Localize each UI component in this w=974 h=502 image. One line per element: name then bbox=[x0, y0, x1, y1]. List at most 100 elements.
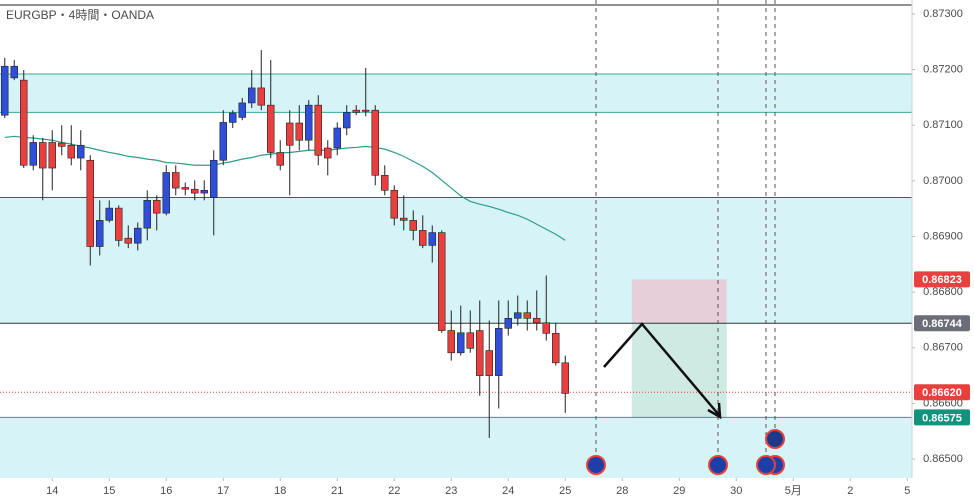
candle-body bbox=[343, 112, 351, 129]
price-tag-label: 0.86575 bbox=[922, 412, 962, 424]
candle-body bbox=[409, 220, 417, 231]
candle-body bbox=[533, 317, 541, 324]
event-icon[interactable] bbox=[765, 429, 785, 449]
candle-body bbox=[371, 109, 379, 176]
x-tick-label: 24 bbox=[502, 485, 514, 497]
candle-body bbox=[10, 65, 18, 79]
stop-zone bbox=[631, 279, 727, 324]
y-tick-label: 0.86500 bbox=[923, 453, 963, 465]
x-tick-label: 21 bbox=[331, 485, 343, 497]
x-tick-label: 14 bbox=[46, 485, 58, 497]
x-tick-label: 5 bbox=[904, 485, 910, 497]
candle-body bbox=[200, 190, 208, 194]
event-icon[interactable] bbox=[756, 455, 776, 475]
y-tick-label: 0.86600 bbox=[923, 397, 963, 409]
candle-body bbox=[248, 87, 256, 104]
event-icon[interactable] bbox=[708, 455, 728, 475]
event-lines bbox=[595, 0, 776, 460]
y-tick-label: 0.86700 bbox=[923, 342, 963, 354]
candle-body bbox=[1, 65, 9, 116]
event-icon[interactable] bbox=[586, 455, 606, 475]
candle-body bbox=[457, 332, 465, 354]
candle-body bbox=[191, 188, 199, 194]
x-tick-label: 23 bbox=[445, 485, 457, 497]
candle-body bbox=[295, 122, 303, 141]
candle-body bbox=[276, 152, 284, 166]
candle-body bbox=[286, 122, 294, 146]
x-tick-label: 15 bbox=[103, 485, 115, 497]
candle-body bbox=[390, 190, 398, 219]
candle-body bbox=[67, 144, 75, 159]
price-tag bbox=[914, 315, 970, 332]
price-tag bbox=[914, 409, 970, 426]
candle-body bbox=[333, 127, 341, 149]
zone bbox=[0, 197, 912, 324]
candle-body bbox=[552, 333, 560, 364]
y-tick-label: 0.86900 bbox=[923, 230, 963, 242]
price-tag-label: 0.86744 bbox=[922, 318, 963, 330]
levels bbox=[0, 73, 912, 418]
position bbox=[631, 279, 727, 418]
candle-body bbox=[210, 159, 218, 198]
chart-title: EURGBP・4時間・OANDA bbox=[6, 8, 154, 22]
candle-body bbox=[447, 330, 455, 354]
candle-body bbox=[523, 312, 531, 319]
candle-body bbox=[181, 187, 189, 190]
x-tick-label: 2 bbox=[847, 485, 853, 497]
candle-body bbox=[438, 232, 446, 331]
arrow bbox=[603, 322, 720, 416]
candle-body bbox=[428, 232, 436, 246]
candle-body bbox=[48, 142, 56, 169]
y-tick-label: 0.87200 bbox=[923, 63, 963, 75]
y-tick-label: 0.87000 bbox=[923, 175, 963, 187]
candle-body bbox=[58, 142, 66, 147]
candle-body bbox=[466, 332, 474, 349]
candle-body bbox=[124, 237, 132, 244]
candle-body bbox=[362, 109, 370, 112]
arrow-head bbox=[707, 402, 722, 420]
x-tick-label: 28 bbox=[616, 485, 628, 497]
candle-body bbox=[314, 104, 322, 156]
x-tick-label: 16 bbox=[160, 485, 172, 497]
candle-body bbox=[115, 207, 123, 241]
candle-body bbox=[153, 200, 161, 214]
price-tag bbox=[914, 384, 970, 401]
x-tick-label: 29 bbox=[673, 485, 685, 497]
x-tick-label: 22 bbox=[388, 485, 400, 497]
event-icons[interactable] bbox=[586, 429, 785, 475]
candle-body bbox=[324, 147, 332, 159]
axes: 0.87300 0.87200 0.87100 0.87000 0.86900 0.868… bbox=[46, 8, 970, 497]
candle-body bbox=[229, 112, 237, 123]
zones bbox=[0, 74, 912, 478]
candle-body bbox=[267, 104, 275, 153]
candle-body bbox=[352, 109, 360, 113]
candle-body bbox=[238, 102, 246, 118]
candle-body bbox=[134, 227, 142, 244]
candle-body bbox=[162, 172, 170, 214]
candle-body bbox=[305, 104, 313, 141]
target-zone bbox=[631, 323, 727, 418]
candle-body bbox=[143, 200, 151, 229]
price-tag-label: 0.86620 bbox=[922, 387, 962, 399]
zone bbox=[0, 74, 912, 113]
candle-body bbox=[20, 79, 28, 166]
x-tick-label: 25 bbox=[559, 485, 571, 497]
candle-body bbox=[485, 350, 493, 376]
price-tag-label: 0.86823 bbox=[922, 274, 962, 286]
candle-body bbox=[561, 362, 569, 394]
candle-body bbox=[476, 330, 484, 376]
y-tick-label: 0.87100 bbox=[923, 119, 963, 131]
candle-body bbox=[219, 122, 227, 161]
x-tick-label: 5月 bbox=[785, 485, 802, 497]
candle-body bbox=[400, 217, 408, 221]
candle-body bbox=[105, 207, 113, 221]
candle-body bbox=[96, 220, 104, 247]
y-tick-label: 0.86800 bbox=[923, 286, 963, 298]
candle-body bbox=[514, 312, 522, 319]
candle-body bbox=[257, 87, 265, 106]
candle-body bbox=[172, 172, 180, 189]
x-tick-label: 30 bbox=[730, 485, 742, 497]
price-tag bbox=[914, 271, 970, 288]
